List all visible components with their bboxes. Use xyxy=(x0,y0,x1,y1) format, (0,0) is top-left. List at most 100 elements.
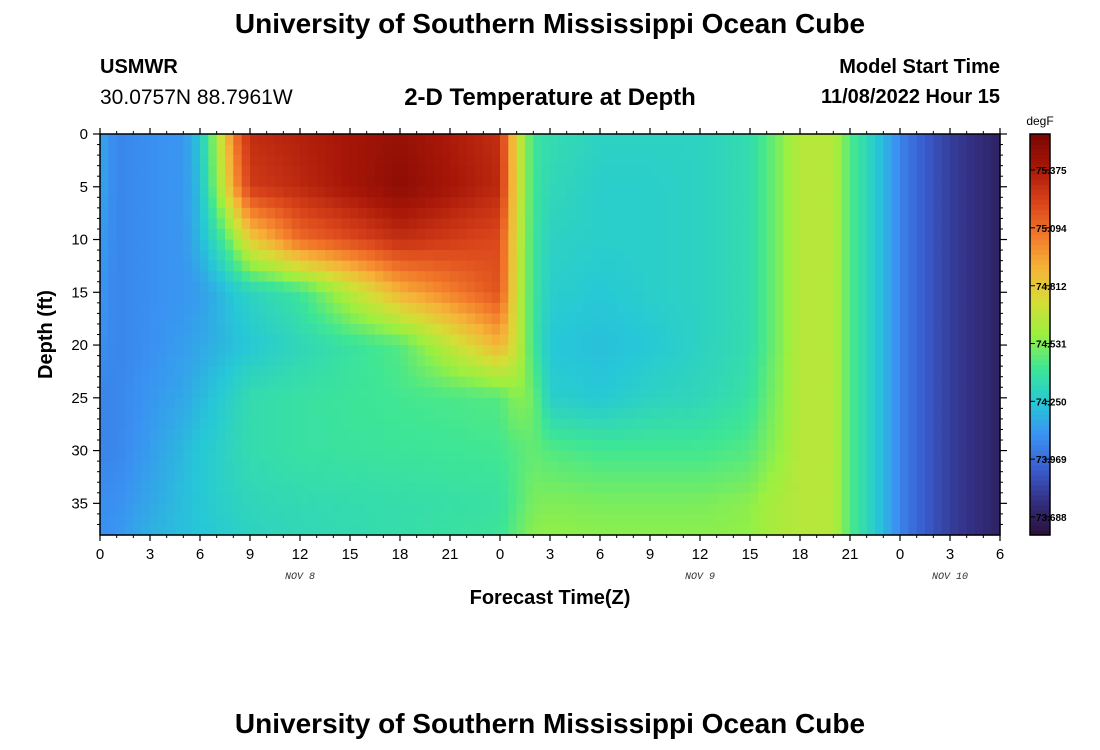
heatmap-cell xyxy=(975,355,984,367)
heatmap-cell xyxy=(208,250,218,262)
heatmap-cell xyxy=(391,281,401,293)
heatmap-cell xyxy=(658,334,668,346)
heatmap-cell xyxy=(475,292,484,304)
heatmap-cell xyxy=(433,397,443,409)
heatmap-cell xyxy=(500,418,509,431)
heatmap-cell xyxy=(925,228,934,241)
heatmap-cell xyxy=(666,524,676,536)
heatmap-cell xyxy=(500,302,509,314)
heatmap-cell xyxy=(633,429,643,441)
heatmap-cell xyxy=(733,418,743,431)
heatmap-cell xyxy=(166,429,176,441)
heatmap-cell xyxy=(341,292,351,304)
heatmap-cell xyxy=(733,292,743,304)
heatmap-cell xyxy=(591,513,601,526)
heatmap-cell xyxy=(350,355,359,367)
heatmap-cell xyxy=(683,429,693,441)
heatmap-cell xyxy=(516,355,526,367)
heatmap-cell xyxy=(341,387,351,399)
colorbar-segment xyxy=(1030,474,1050,481)
heatmap-cell xyxy=(841,471,851,483)
heatmap-cell xyxy=(816,281,826,293)
heatmap-cell xyxy=(483,292,493,304)
heatmap-cell xyxy=(866,323,876,336)
heatmap-cell xyxy=(783,176,793,188)
heatmap-cell xyxy=(308,345,318,357)
heatmap-cell xyxy=(158,513,168,526)
heatmap-cell xyxy=(666,503,676,515)
heatmap-cell xyxy=(658,387,668,399)
heatmap-cell xyxy=(525,302,534,314)
heatmap-cell xyxy=(383,313,393,325)
heatmap-cell xyxy=(366,313,376,325)
heatmap-cell xyxy=(366,355,376,367)
heatmap-cell xyxy=(733,482,743,494)
heatmap-cell xyxy=(775,471,784,483)
heatmap-cell xyxy=(891,387,901,399)
heatmap-cell xyxy=(750,302,759,314)
heatmap-cell xyxy=(800,345,809,357)
heatmap-cell xyxy=(991,492,1001,504)
heatmap-cell xyxy=(550,186,559,198)
heatmap-cell xyxy=(225,345,234,357)
heatmap-cell xyxy=(766,144,776,156)
heatmap-cell xyxy=(375,334,384,346)
heatmap-cell xyxy=(883,197,893,209)
heatmap-cell xyxy=(958,155,968,167)
heatmap-cell xyxy=(283,492,293,504)
heatmap-cell xyxy=(475,144,484,156)
heatmap-cell xyxy=(450,450,459,462)
heatmap-cell xyxy=(350,207,359,220)
heatmap-cell xyxy=(591,186,601,198)
heatmap-cell xyxy=(641,418,651,431)
heatmap-cell xyxy=(200,408,209,420)
heatmap-cell xyxy=(100,176,109,188)
heatmap-cell xyxy=(758,450,768,462)
heatmap-cell xyxy=(958,186,968,198)
heatmap-cell xyxy=(625,503,634,515)
heatmap-cell xyxy=(316,207,326,220)
heatmap-cell xyxy=(358,471,368,483)
heatmap-cell xyxy=(583,345,593,357)
heatmap-cell xyxy=(583,218,593,230)
heatmap-cell xyxy=(933,524,943,536)
heatmap-cell xyxy=(233,366,243,378)
heatmap-cell xyxy=(733,366,743,378)
heatmap-cell xyxy=(925,440,934,452)
heatmap-cell xyxy=(125,207,134,220)
heatmap-cell xyxy=(191,144,201,156)
heatmap-cell xyxy=(475,492,484,504)
heatmap-cell xyxy=(400,239,409,251)
heatmap-cell xyxy=(433,165,443,177)
heatmap-cell xyxy=(191,176,201,188)
heatmap-cell xyxy=(766,482,776,494)
heatmap-cell xyxy=(383,218,393,230)
heatmap-cell xyxy=(108,218,118,230)
heatmap-cell xyxy=(866,281,876,293)
heatmap-cell xyxy=(900,207,909,220)
heatmap-cell xyxy=(175,366,184,378)
heatmap-cell xyxy=(975,271,984,283)
heatmap-cell xyxy=(941,228,951,241)
heatmap-cell xyxy=(200,281,209,293)
heatmap-cell xyxy=(791,482,801,494)
heatmap-cell xyxy=(775,334,784,346)
heatmap-cell xyxy=(716,144,726,156)
heatmap-cell xyxy=(883,513,893,526)
heatmap-cell xyxy=(566,228,576,241)
heatmap-cell xyxy=(433,302,443,314)
heatmap-cell xyxy=(916,228,926,241)
colorbar-segment xyxy=(1030,499,1050,506)
heatmap-cell xyxy=(516,197,526,209)
heatmap-cell xyxy=(733,207,743,220)
heatmap-cell xyxy=(283,186,293,198)
heatmap-cell xyxy=(750,513,759,526)
heatmap-cell xyxy=(566,503,576,515)
heatmap-cell xyxy=(400,176,409,188)
heatmap-cell xyxy=(191,461,201,473)
heatmap-cell xyxy=(366,513,376,526)
heatmap-cell xyxy=(475,345,484,357)
heatmap-cell xyxy=(641,450,651,462)
heatmap-cell xyxy=(650,345,659,357)
heatmap-cell xyxy=(483,492,493,504)
